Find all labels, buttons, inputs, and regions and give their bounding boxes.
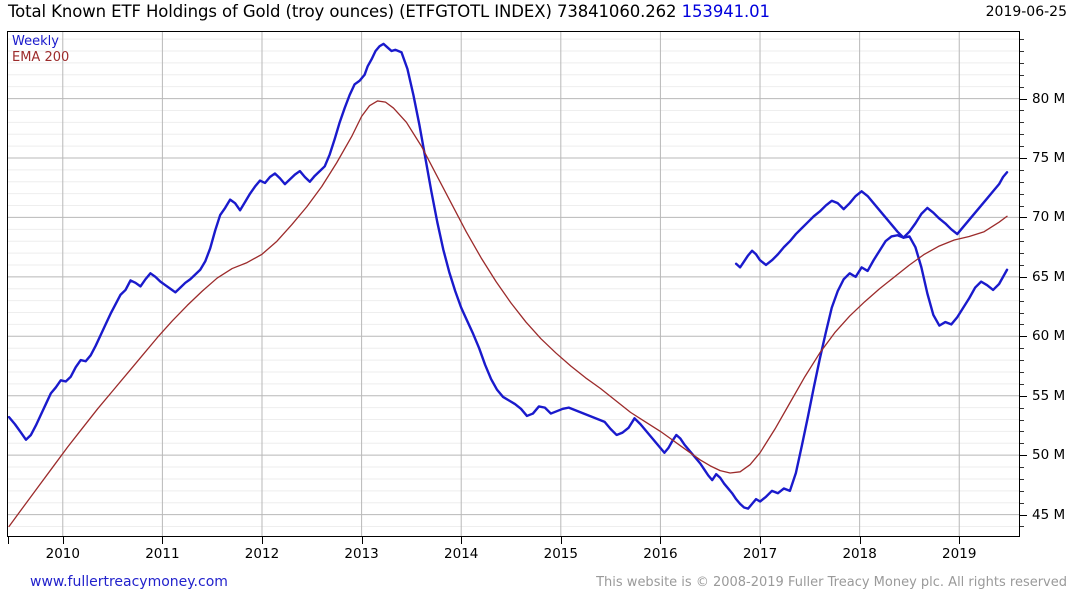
y-tick-label: 45 M xyxy=(1032,506,1066,523)
y-tick-minor xyxy=(1020,74,1024,76)
y-tick-minor xyxy=(1020,371,1024,373)
y-tick-minor xyxy=(1020,264,1024,266)
y-tick-minor xyxy=(1020,110,1024,112)
y-tick-label: 75 M xyxy=(1032,150,1066,166)
x-tick-mark xyxy=(361,537,363,544)
x-tick-mark xyxy=(760,537,762,544)
y-tick-major xyxy=(1020,336,1027,338)
y-tick-major xyxy=(1020,514,1027,516)
y-tick-label: 70 M xyxy=(1032,209,1066,226)
y-tick-minor xyxy=(1020,122,1024,124)
chart-footer: www.fullertreacymoney.com This website i… xyxy=(0,574,1075,600)
y-tick-minor xyxy=(1020,407,1024,409)
series-ema-200 xyxy=(8,100,1008,528)
y-tick-minor xyxy=(1020,490,1024,492)
y-tick-major xyxy=(1020,276,1027,278)
y-tick-minor xyxy=(1020,419,1024,421)
y-tick-minor xyxy=(1020,443,1024,445)
series-weekly-tail xyxy=(734,171,1009,269)
y-tick-label: 80 M xyxy=(1032,90,1066,107)
y-tick-minor xyxy=(1020,502,1024,504)
y-tick-minor xyxy=(1020,253,1024,255)
chart-legend: Weekly EMA 200 xyxy=(12,34,69,66)
x-tick-mark xyxy=(560,537,562,544)
x-axis-origin-tick xyxy=(8,537,9,544)
x-tick-label: 2015 xyxy=(543,546,578,562)
y-tick-major xyxy=(1020,217,1027,219)
chart-plot-area: Weekly EMA 200 xyxy=(7,31,1020,537)
y-tick-minor xyxy=(1020,229,1024,231)
x-tick-mark xyxy=(660,537,662,544)
x-tick-label: 2019 xyxy=(942,546,977,562)
x-tick-mark xyxy=(62,537,64,544)
x-tick-label: 2014 xyxy=(444,546,479,562)
y-tick-label: 50 M xyxy=(1032,447,1066,464)
chart-header: Total Known ETF Holdings of Gold (troy o… xyxy=(0,0,1075,26)
y-tick-minor xyxy=(1020,360,1024,362)
y-tick-minor xyxy=(1020,300,1024,302)
y-tick-minor xyxy=(1020,383,1024,385)
y-tick-minor xyxy=(1020,288,1024,290)
y-tick-minor xyxy=(1020,181,1024,183)
y-tick-minor xyxy=(1020,467,1024,469)
y-tick-minor xyxy=(1020,51,1024,53)
series-weekly xyxy=(8,42,1009,510)
x-tick-label: 2012 xyxy=(244,546,280,562)
y-tick-label: 55 M xyxy=(1032,387,1066,404)
y-tick-minor xyxy=(1020,241,1024,243)
y-tick-minor xyxy=(1020,324,1024,326)
site-url-label: www.fullertreacymoney.com xyxy=(30,574,228,590)
x-tick-mark xyxy=(261,537,263,544)
x-tick-label: 2010 xyxy=(45,546,80,562)
x-axis: 2010 2011 2012 2013 2014 2015 2016 2017 2018 2019 xyxy=(0,537,1075,567)
y-tick-minor xyxy=(1020,348,1024,350)
y-tick-minor xyxy=(1020,205,1024,207)
chart-series-layer xyxy=(8,42,1009,528)
x-tick-mark xyxy=(162,537,164,544)
y-tick-minor xyxy=(1020,431,1024,433)
title-value-secondary: 153941.01 xyxy=(681,2,770,21)
y-tick-major xyxy=(1020,98,1027,100)
y-tick-minor xyxy=(1020,134,1024,136)
y-tick-minor xyxy=(1020,312,1024,314)
x-tick-mark xyxy=(461,537,463,544)
copyright-label: This website is © 2008-2019 Fuller Treac… xyxy=(596,575,1067,590)
x-tick-label: 2017 xyxy=(742,546,778,562)
title-text: Total Known ETF Holdings of Gold (troy o… xyxy=(8,2,552,21)
x-tick-label: 2016 xyxy=(643,546,678,562)
x-tick-label: 2013 xyxy=(344,546,379,562)
x-tick-mark xyxy=(959,537,961,544)
y-tick-label: 60 M xyxy=(1032,328,1066,345)
y-tick-minor xyxy=(1020,478,1024,480)
x-tick-label: 2011 xyxy=(145,546,180,562)
y-tick-label: 65 M xyxy=(1032,268,1066,285)
y-tick-major xyxy=(1020,455,1027,457)
y-tick-major xyxy=(1020,158,1027,159)
title-value-primary: 73841060.262 xyxy=(556,2,677,21)
y-axis: 45 M 50 M 55 M 60 M 65 M 70 M 75 M 80 M xyxy=(1020,31,1075,537)
y-tick-minor xyxy=(1020,193,1024,195)
y-tick-minor xyxy=(1020,146,1024,148)
y-tick-minor xyxy=(1020,86,1024,88)
page-title: Total Known ETF Holdings of Gold (troy o… xyxy=(8,2,770,21)
legend-item-ema200: EMA 200 xyxy=(12,50,70,65)
chart-gridlines xyxy=(8,32,1019,536)
y-tick-minor xyxy=(1020,62,1024,64)
y-tick-minor xyxy=(1020,39,1024,41)
y-tick-major xyxy=(1020,395,1027,397)
y-tick-minor xyxy=(1020,169,1024,171)
x-tick-label: 2018 xyxy=(842,546,877,562)
legend-item-weekly: Weekly xyxy=(12,34,59,49)
chart-date: 2019-06-25 xyxy=(985,4,1067,20)
y-tick-minor xyxy=(1020,526,1024,528)
x-tick-mark xyxy=(859,537,861,544)
